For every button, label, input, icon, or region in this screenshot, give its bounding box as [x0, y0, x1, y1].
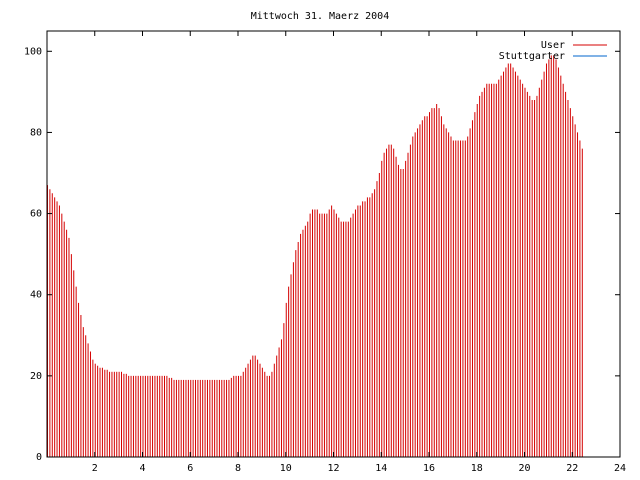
legend-label: Stuttgarter: [499, 51, 565, 62]
x-tick-label: 6: [187, 463, 193, 474]
x-tick-label: 14: [375, 463, 387, 474]
x-tick-label: 16: [423, 463, 435, 474]
y-tick-label: 20: [30, 371, 42, 382]
x-tick-label: 22: [566, 463, 578, 474]
x-tick-label: 2: [92, 463, 98, 474]
x-tick-label: 20: [518, 463, 530, 474]
x-tick-label: 18: [471, 463, 483, 474]
y-tick-label: 100: [24, 46, 42, 57]
x-tick-label: 8: [235, 463, 241, 474]
plot-frame: [46, 30, 621, 458]
y-tick-label: 60: [30, 209, 42, 220]
x-tick-label: 24: [614, 463, 626, 474]
y-tick-label: 80: [30, 127, 42, 138]
x-tick-label: 10: [280, 463, 292, 474]
y-tick-label: 0: [36, 452, 42, 463]
x-tick-label: 12: [327, 463, 339, 474]
y-tick-label: 40: [30, 290, 42, 301]
x-tick-label: 4: [139, 463, 145, 474]
chart-title: Mittwoch 31. Maerz 2004: [251, 11, 389, 22]
x-axis: 2 4 6 8 10 12 14 16 18 20 22 24: [92, 31, 626, 474]
legend-label: User: [541, 40, 565, 51]
bars-group: [47, 55, 583, 457]
